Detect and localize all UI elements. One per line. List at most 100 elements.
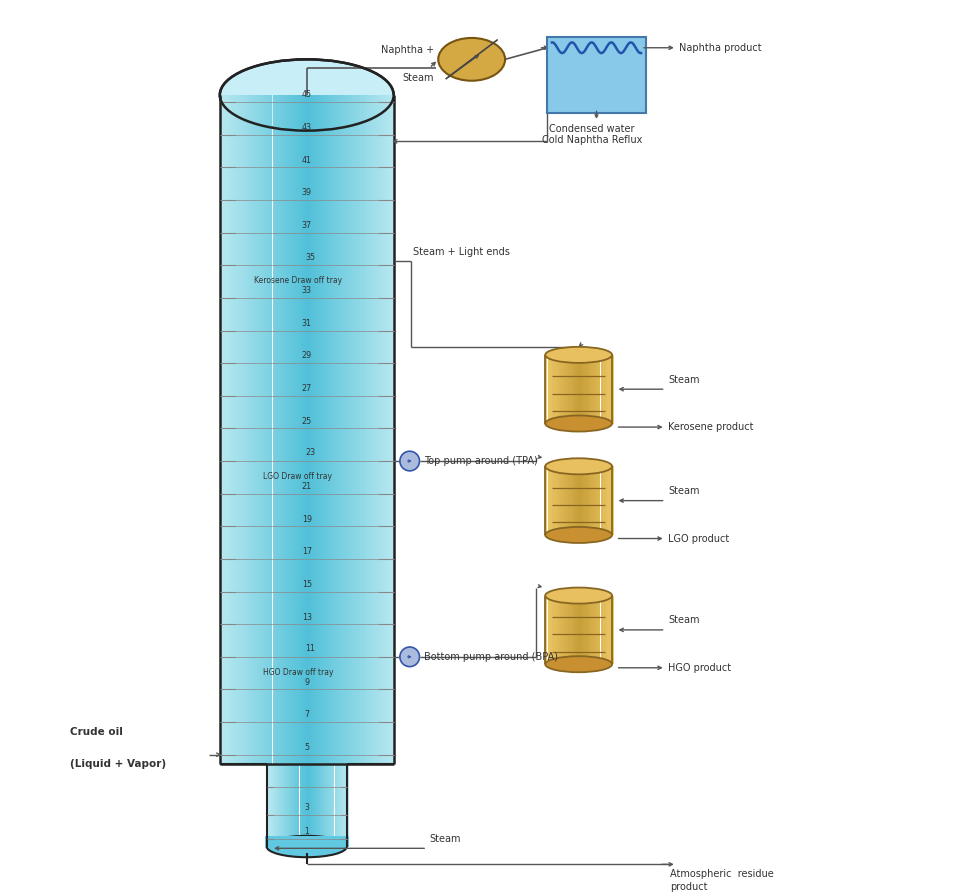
Bar [313, 95, 314, 763]
Bar [602, 355, 604, 424]
Bar [393, 95, 395, 763]
Bar [570, 355, 572, 424]
Bar [351, 95, 353, 763]
Bar [356, 95, 358, 763]
Bar [309, 95, 311, 763]
Ellipse shape [545, 416, 611, 432]
Bar [346, 95, 347, 763]
Bar [579, 355, 582, 424]
Bar [245, 95, 247, 763]
Bar [269, 95, 271, 763]
Ellipse shape [438, 38, 505, 81]
Bar [223, 95, 225, 763]
Bar [263, 95, 265, 763]
Bar [337, 95, 338, 763]
Ellipse shape [545, 527, 611, 543]
Bar [572, 596, 574, 664]
Bar [254, 95, 256, 763]
Bar [236, 95, 237, 763]
Bar [365, 95, 367, 763]
Bar [293, 95, 295, 763]
Bar [598, 596, 600, 664]
Bar [550, 355, 552, 424]
Bar [575, 466, 577, 535]
Bar [550, 596, 552, 664]
Bar [316, 95, 318, 763]
Bar [550, 466, 552, 535]
Bar [604, 466, 606, 535]
Bar [265, 95, 267, 763]
Text: 1: 1 [304, 827, 309, 836]
Text: Steam: Steam [428, 834, 460, 844]
Bar [291, 763, 293, 847]
Bar [364, 95, 365, 763]
Bar [339, 95, 340, 763]
Bar [346, 763, 348, 847]
Text: Kerosene product: Kerosene product [668, 422, 753, 432]
Bar [221, 95, 223, 763]
Bar [307, 95, 309, 763]
Bar [281, 95, 283, 763]
Bar [301, 763, 303, 847]
Bar [220, 95, 221, 763]
Bar [323, 95, 325, 763]
Text: 35: 35 [305, 253, 315, 262]
Bar [300, 95, 302, 763]
Bar [382, 95, 384, 763]
Bar [598, 355, 600, 424]
Bar [287, 95, 288, 763]
Bar [268, 763, 270, 847]
Bar [247, 95, 249, 763]
Bar [239, 95, 241, 763]
Text: LGO Draw off tray: LGO Draw off tray [263, 472, 332, 481]
Bar [607, 466, 609, 535]
Bar [547, 37, 645, 113]
Bar [371, 95, 373, 763]
Bar [258, 95, 260, 763]
Bar [276, 95, 278, 763]
Text: 19: 19 [301, 514, 311, 523]
Bar [303, 763, 305, 847]
Text: 13: 13 [301, 613, 311, 622]
Bar [607, 596, 609, 664]
Bar [384, 95, 386, 763]
Bar [563, 466, 565, 535]
Bar [584, 596, 586, 664]
Text: (Liquid + Vapor): (Liquid + Vapor) [70, 759, 166, 769]
Bar [287, 763, 289, 847]
Bar [320, 95, 322, 763]
Bar [322, 95, 323, 763]
Bar [376, 95, 378, 763]
Bar [316, 763, 318, 847]
Bar [373, 95, 374, 763]
Bar [311, 95, 313, 763]
Bar [253, 95, 254, 763]
Bar [339, 95, 340, 763]
Bar [325, 95, 327, 763]
Text: HGO product: HGO product [668, 663, 731, 673]
Bar [577, 355, 579, 424]
Bar [604, 355, 606, 424]
Bar [273, 763, 275, 847]
Bar [607, 355, 609, 424]
Text: 3: 3 [304, 804, 309, 813]
Bar [318, 95, 320, 763]
Bar [344, 95, 346, 763]
Bar [567, 466, 570, 535]
Text: Atmospheric  residue: Atmospheric residue [670, 869, 774, 879]
Bar [227, 95, 228, 763]
Bar [283, 95, 285, 763]
Bar [547, 355, 550, 424]
Bar [360, 95, 362, 763]
Bar [391, 95, 393, 763]
Ellipse shape [545, 458, 611, 474]
Bar [333, 95, 335, 763]
Bar [314, 95, 316, 763]
Bar [545, 355, 547, 424]
Bar [304, 95, 305, 763]
Bar [355, 95, 356, 763]
Bar [545, 596, 547, 664]
Bar [349, 95, 351, 763]
Bar [558, 355, 560, 424]
Bar [330, 763, 333, 847]
